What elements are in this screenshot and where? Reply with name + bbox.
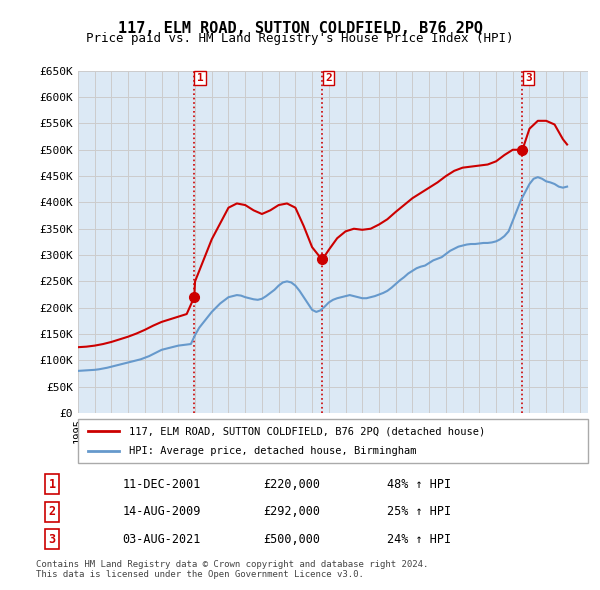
Text: Contains HM Land Registry data © Crown copyright and database right 2024.
This d: Contains HM Land Registry data © Crown c… [36, 560, 428, 579]
Text: 117, ELM ROAD, SUTTON COLDFIELD, B76 2PQ: 117, ELM ROAD, SUTTON COLDFIELD, B76 2PQ [118, 21, 482, 35]
Text: 2: 2 [325, 73, 332, 83]
Text: 117, ELM ROAD, SUTTON COLDFIELD, B76 2PQ (detached house): 117, ELM ROAD, SUTTON COLDFIELD, B76 2PQ… [129, 427, 485, 436]
FancyBboxPatch shape [78, 419, 588, 463]
Text: 24% ↑ HPI: 24% ↑ HPI [387, 533, 451, 546]
Text: HPI: Average price, detached house, Birmingham: HPI: Average price, detached house, Birm… [129, 446, 416, 455]
Text: 3: 3 [49, 533, 56, 546]
Text: £292,000: £292,000 [263, 505, 320, 519]
Text: £220,000: £220,000 [263, 478, 320, 491]
Text: 25% ↑ HPI: 25% ↑ HPI [387, 505, 451, 519]
Text: 11-DEC-2001: 11-DEC-2001 [122, 478, 201, 491]
Text: 48% ↑ HPI: 48% ↑ HPI [387, 478, 451, 491]
Text: 3: 3 [525, 73, 532, 83]
Text: £500,000: £500,000 [263, 533, 320, 546]
Text: 14-AUG-2009: 14-AUG-2009 [122, 505, 201, 519]
Text: Price paid vs. HM Land Registry's House Price Index (HPI): Price paid vs. HM Land Registry's House … [86, 32, 514, 45]
Text: 2: 2 [49, 505, 56, 519]
Text: 1: 1 [49, 478, 56, 491]
Text: 1: 1 [197, 73, 203, 83]
Text: 03-AUG-2021: 03-AUG-2021 [122, 533, 201, 546]
